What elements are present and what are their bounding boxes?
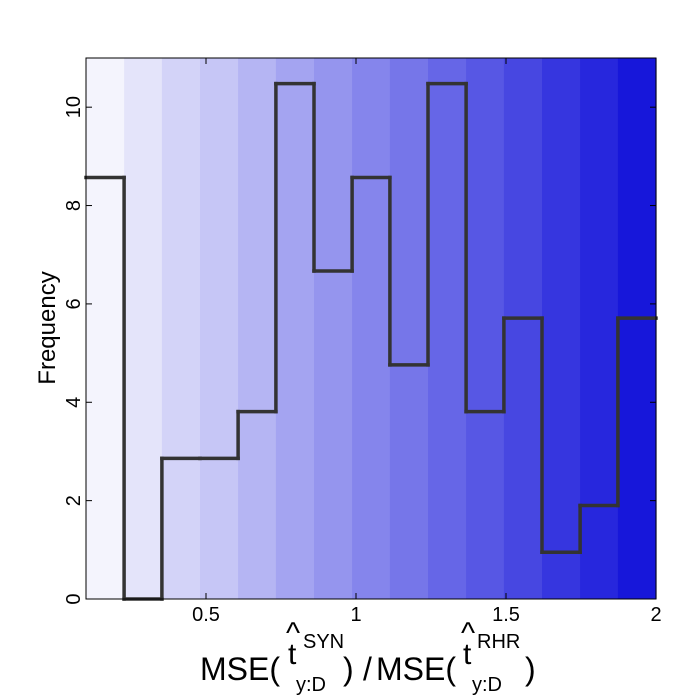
x-tick-label: 2 — [650, 604, 661, 626]
background-band — [466, 58, 505, 599]
x-tick-label: 0.5 — [192, 604, 220, 626]
x-label-rhs-sup: RHR — [477, 631, 520, 653]
x-label-lhs-prefix: MSE( — [200, 651, 280, 687]
x-label-rhs-hat: ^ — [461, 617, 475, 650]
x-label-rhs-prefix: MSE( — [376, 651, 456, 687]
y-axis: 0 2 4 6 8 10 — [63, 96, 656, 605]
x-label-lhs-sub: y:D — [296, 674, 326, 696]
x-tick-label: 1.5 — [492, 604, 520, 626]
background-bands — [86, 58, 657, 599]
background-band — [200, 58, 239, 599]
histogram-step-outline — [84, 81, 658, 601]
background-band — [503, 58, 543, 599]
background-band — [389, 58, 429, 599]
y-tick-label: 10 — [63, 96, 85, 118]
background-band — [542, 58, 581, 599]
x-label-lhs-sup: SYN — [303, 631, 344, 653]
background-band — [617, 58, 657, 599]
x-label-rhs-symbol: t — [463, 638, 472, 671]
plot-frame — [85, 57, 657, 600]
y-tick-label: 2 — [63, 495, 85, 506]
background-band — [161, 58, 201, 599]
x-axis: 0.5 1 1.5 2 — [192, 58, 662, 626]
x-label-divider: / — [363, 651, 372, 687]
y-tick-label: 8 — [63, 200, 85, 211]
background-band — [86, 58, 125, 599]
x-label-rhs-close: ) — [525, 651, 536, 687]
background-band — [238, 58, 277, 599]
y-tick-label: 6 — [63, 298, 85, 309]
x-label-lhs-close: ) — [343, 651, 354, 687]
x-axis-label: MSE( t ^ SYN y:D ) / MSE( t ^ RHR y:D ) — [200, 617, 536, 696]
y-axis-label: Frequency — [34, 271, 61, 384]
background-band — [580, 58, 619, 599]
x-label-rhs-sub: y:D — [472, 674, 502, 696]
background-band — [275, 58, 315, 599]
y-tick-label: 4 — [63, 397, 85, 408]
background-band — [428, 58, 467, 599]
background-band — [124, 58, 163, 599]
background-band — [314, 58, 353, 599]
x-label-lhs-symbol: t — [288, 638, 297, 671]
x-tick-label: 1 — [350, 604, 361, 626]
background-band — [352, 58, 391, 599]
y-tick-label: 0 — [63, 593, 85, 604]
x-label-lhs-hat: ^ — [286, 617, 300, 650]
